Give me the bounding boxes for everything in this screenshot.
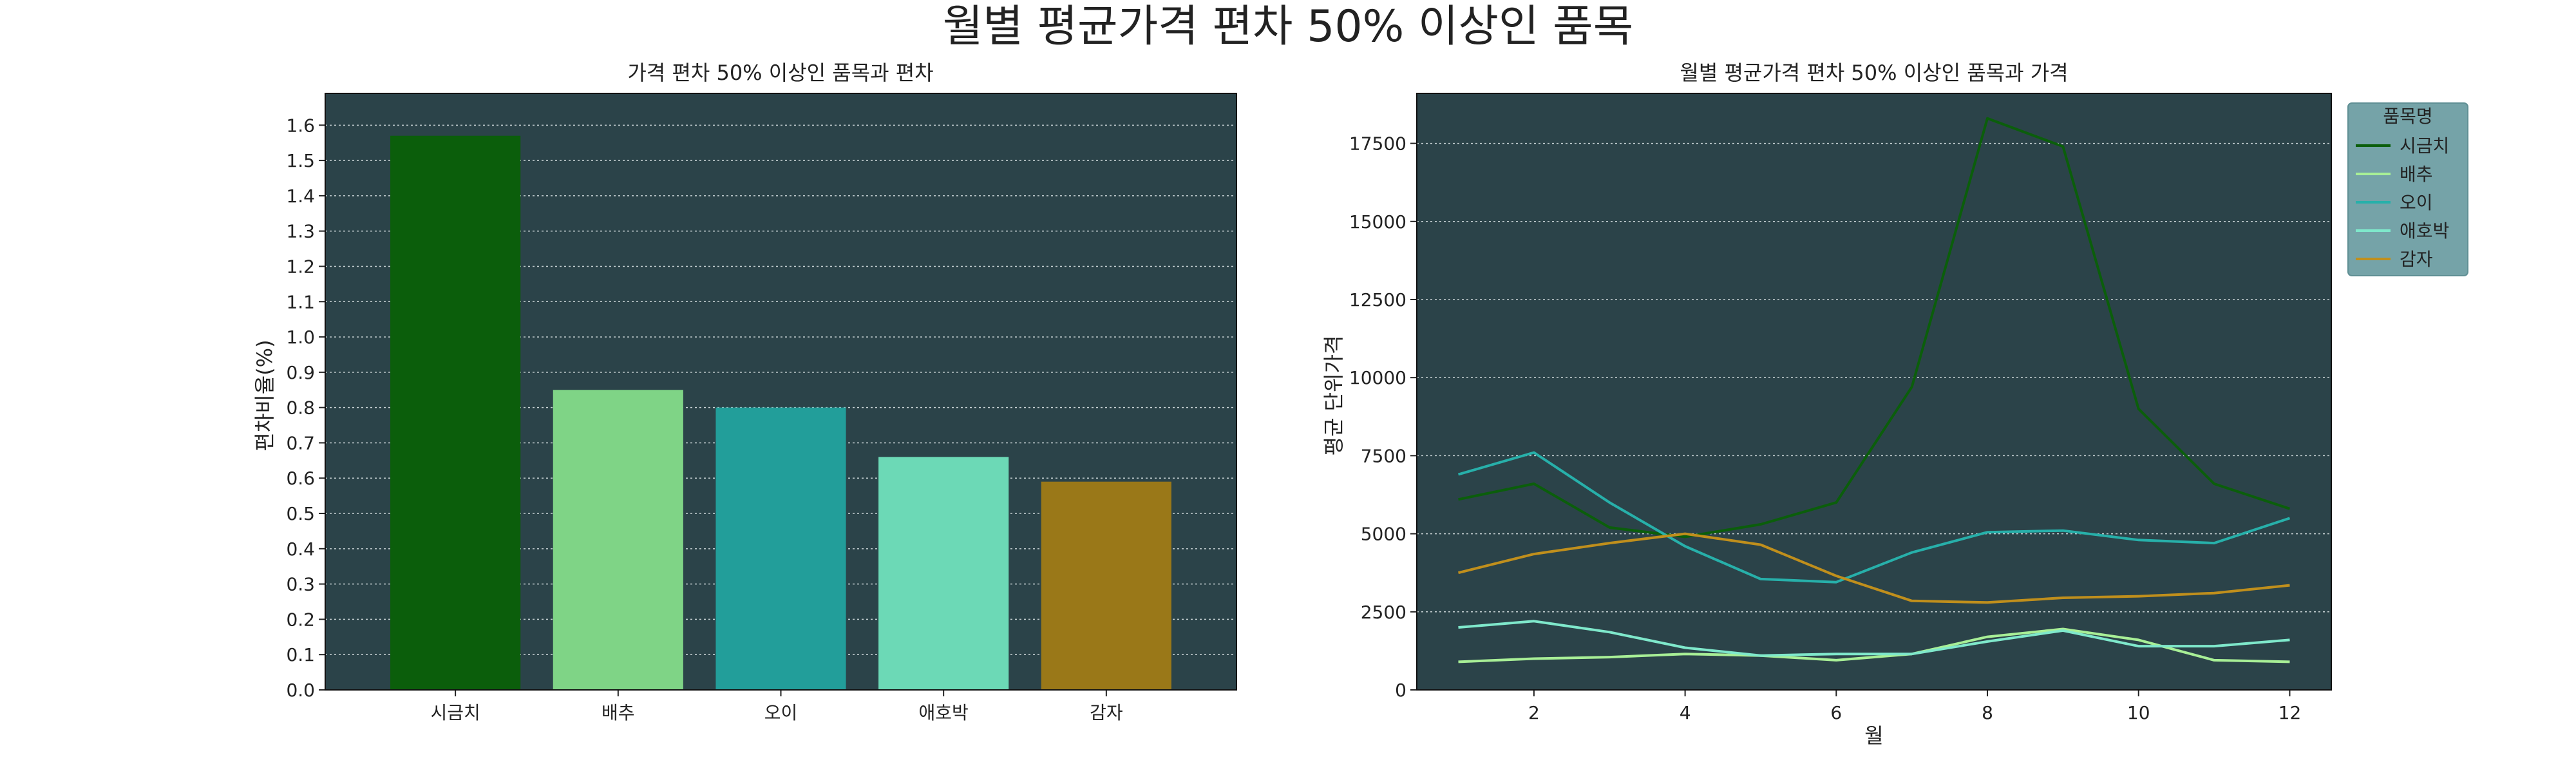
bar	[553, 390, 683, 690]
bar-y-tick-label: 0.9	[286, 362, 315, 383]
legend-entry-label: 시금치	[2400, 135, 2449, 157]
series-line	[1458, 117, 2291, 539]
bar-y-axis-label: 편차비율(%)	[252, 339, 277, 451]
bar-y-tick-label: 1.1	[286, 291, 315, 312]
bar-x-tick-labels: 시금치 배추 오이 애호박 감자	[431, 690, 1123, 723]
bar-x-tick-label: 시금치	[431, 702, 480, 723]
bar-y-tick-label: 1.4	[286, 186, 315, 207]
line-x-tick-label: 12	[2278, 702, 2302, 723]
line-y-tick-label: 7500	[1361, 445, 1406, 466]
bar-y-tick-label: 0.3	[286, 574, 315, 595]
legend-entry-label: 애호박	[2400, 220, 2449, 242]
legend-title: 품목명	[2383, 106, 2432, 127]
bar-y-tick-label: 0.1	[286, 644, 315, 665]
line-chart: 월별 평균가격 편차 50% 이상인 품목과 가격 2 4 6 8 10 12 0 2500…	[1321, 61, 2468, 748]
bar-y-tick-label: 1.6	[286, 115, 315, 136]
line-x-tick-label: 8	[1982, 702, 1993, 723]
bar-y-tick-label: 0.5	[286, 503, 315, 524]
bar-y-tick-label: 0.0	[286, 680, 315, 701]
line-y-tick-label: 12500	[1349, 289, 1406, 310]
series-line	[1458, 532, 2290, 604]
legend-entry-label: 오이	[2400, 192, 2433, 213]
bar	[1041, 481, 1171, 690]
series-line	[1458, 627, 2290, 663]
line-y-tick-label: 5000	[1361, 524, 1406, 545]
bar-y-tick-label: 0.8	[286, 397, 315, 419]
line-x-tick-label: 2	[1528, 702, 1540, 723]
line-plot-area	[1417, 93, 2331, 690]
line-plot-frame	[1416, 93, 2332, 691]
legend-entry-label: 배추	[2400, 164, 2433, 185]
bar-marks	[390, 135, 1171, 691]
line-y-tick-label: 15000	[1349, 211, 1406, 233]
bar-x-tick-label: 오이	[764, 702, 798, 723]
bar-y-tick-label: 0.2	[286, 609, 315, 630]
series-line	[1458, 620, 2290, 657]
bar-y-tick-label: 0.4	[286, 539, 315, 560]
bar	[715, 407, 846, 690]
bar-y-tick-labels: 0.0 0.1 0.2 0.3 0.4 0.5 0.6 0.7 0.8 0.9 1.0 1.1 1.2 1…	[286, 115, 325, 701]
bar	[390, 135, 521, 691]
line-y-tick-labels: 0 2500 5000 7500 10000 12500 15000 17500	[1349, 133, 1417, 701]
line-y-tick-label: 0	[1395, 680, 1406, 701]
line-y-tick-label: 2500	[1361, 602, 1406, 623]
bar-x-tick-label: 배추	[601, 702, 635, 723]
line-y-tick-label: 10000	[1349, 367, 1406, 388]
line-chart-title: 월별 평균가격 편차 50% 이상인 품목과 가격	[1680, 61, 2068, 85]
line-x-tick-labels: 2 4 6 8 10 12	[1528, 690, 2301, 723]
line-x-tick-label: 6	[1830, 702, 1842, 723]
bar-y-tick-label: 1.0	[286, 327, 315, 348]
legend-entry-label: 감자	[2400, 249, 2433, 270]
bar-x-tick-label: 애호박	[919, 702, 969, 723]
bar-y-tick-label: 0.6	[286, 468, 315, 489]
line-y-axis-label: 평균 단위가격	[1321, 336, 1346, 456]
bar-chart-title: 가격 편차 50% 이상인 품목과 편차	[627, 61, 933, 85]
bar-x-tick-label: 감자	[1090, 702, 1123, 723]
line-x-tick-label: 10	[2127, 702, 2150, 723]
bar-y-tick-label: 0.7	[286, 432, 315, 453]
bar-y-tick-label: 1.2	[286, 256, 315, 277]
line-x-tick-label: 4	[1680, 702, 1691, 723]
bar-plot-frame	[325, 93, 1237, 691]
bar	[878, 457, 1009, 690]
line-gridlines	[1417, 142, 2331, 613]
bar-chart: 가격 편차 50% 이상인 품목과 편차 시금치 배추 오이 애호박 감자 0.0 0.1…	[252, 61, 1237, 723]
line-marks	[1457, 117, 2291, 663]
line-x-axis-label: 월	[1864, 723, 1883, 748]
line-y-tick-label: 17500	[1349, 133, 1406, 155]
bar-y-tick-label: 1.5	[286, 150, 315, 171]
series-line	[1457, 451, 2291, 584]
bar-y-tick-label: 1.3	[286, 221, 315, 242]
figure-title: 월별 평균가격 편차 50% 이상인 품목	[943, 1, 1634, 52]
